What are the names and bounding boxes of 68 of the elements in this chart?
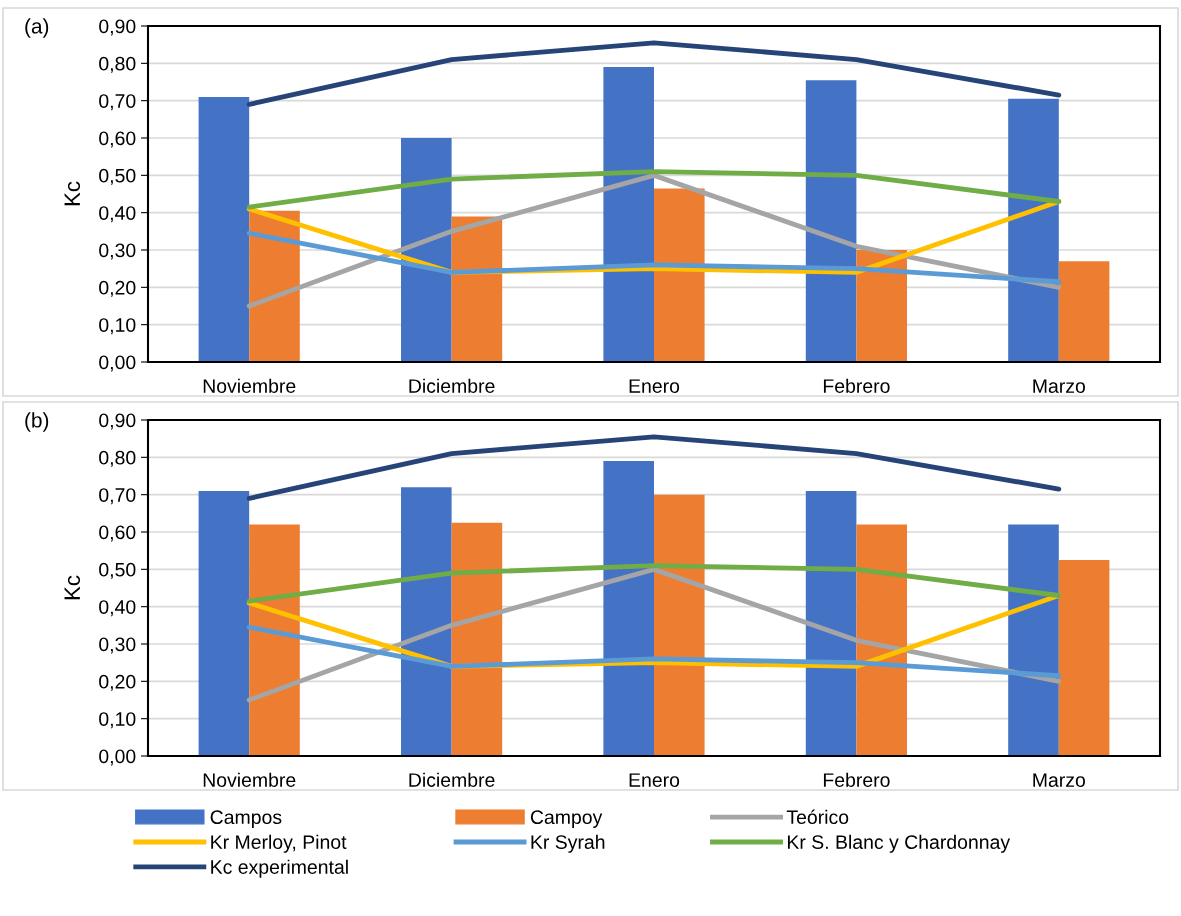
bar [1058,261,1110,362]
y-tick-label: 0,20 [99,280,136,297]
y-tick-label: 0,70 [99,94,136,111]
line-series [246,230,1062,285]
bar [805,490,857,756]
y-tick-label: 0,20 [99,674,136,691]
line-series [246,169,1062,210]
y-tick-label: 0,10 [99,712,136,729]
legend-label: Kr Syrah [531,834,605,853]
legend-label: Kc experimental [211,859,348,878]
bar [805,80,857,362]
bar [1008,98,1059,362]
legend-label: Kr S. Blanc y Chardonnay [787,834,1011,853]
bar [401,487,452,756]
y-tick-label: 0,60 [99,525,136,542]
y-tick-label: 0,40 [99,600,136,617]
bar [1008,524,1059,756]
chart-title: (b) [25,412,49,432]
chart-title: (a) [25,18,49,38]
y-tick-label: 0,10 [99,318,136,335]
x-tick-label: Diciembre [409,378,495,393]
x-tick-label: Febrero [823,772,890,787]
line-series [246,624,1062,679]
y-axis-title: Kc [64,181,81,206]
bar [249,524,300,756]
y-tick-label: 0,00 [99,749,136,766]
bar [249,210,300,362]
bar [1058,560,1110,756]
bar [198,96,250,362]
line-series [246,172,1062,309]
bar [603,461,654,756]
y-tick-label: 0,90 [99,19,136,36]
line-series [246,566,1062,703]
y-tick-label: 0,50 [99,562,136,579]
x-tick-label: Diciembre [409,772,495,787]
x-tick-label: Marzo [1033,379,1085,393]
legend-label: Teórico [786,809,849,825]
x-tick-label: Enero [629,773,680,787]
bar [654,494,705,756]
x-tick-label: Noviembre [203,378,296,393]
bar [451,522,503,756]
y-tick-label: 0,30 [99,637,136,654]
bar [198,490,250,756]
x-tick-label: Febrero [823,378,890,393]
bar [856,524,907,756]
x-tick-label: Noviembre [203,772,296,787]
legend-label: Campos [210,810,282,828]
y-tick-label: 0,50 [99,168,136,185]
y-tick-label: 0,80 [99,450,136,467]
bar [603,67,654,362]
y-tick-label: 0,80 [99,56,136,73]
y-tick-label: 0,30 [99,243,136,260]
y-tick-label: 0,60 [99,131,136,148]
y-tick-label: 0,70 [99,488,136,505]
line-series [246,563,1062,604]
bar [654,188,705,362]
legend-label: Campoy [530,810,603,828]
line-series [246,40,1062,107]
y-axis-title: Kc [64,575,81,600]
line-series [246,434,1062,501]
x-tick-label: Marzo [1033,773,1085,787]
y-tick-label: 0,40 [99,206,136,223]
x-tick-label: Enero [629,379,680,393]
bar [451,216,503,362]
y-tick-label: 0,90 [99,413,136,430]
legend-label: Kr Merloy, Pinot [211,834,347,853]
y-tick-label: 0,00 [99,355,136,372]
bar [401,138,452,362]
